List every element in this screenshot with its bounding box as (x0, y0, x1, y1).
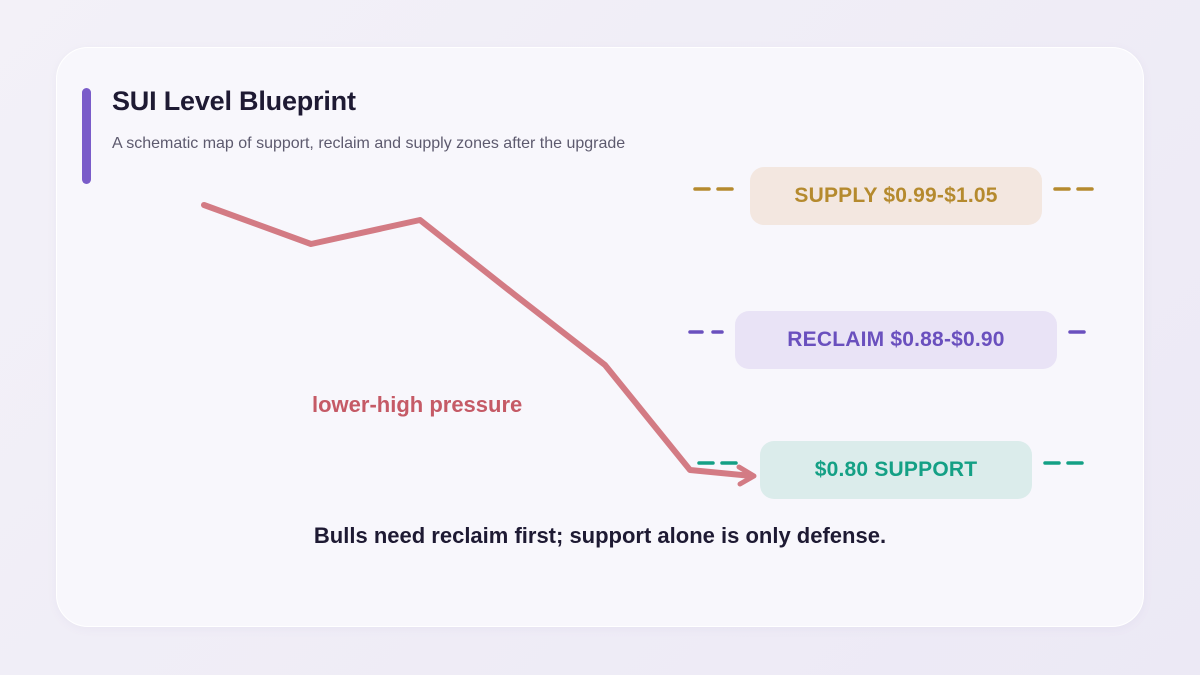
pressure-annotation: lower-high pressure (312, 392, 523, 417)
supply-zone-badge: SUPPLY $0.99-$1.05 (750, 167, 1042, 225)
page-subtitle: A schematic map of support, reclaim and … (112, 135, 626, 152)
support-zone-badge: $0.80 SUPPORT (760, 441, 1032, 499)
reclaim-zone-badge: RECLAIM $0.88-$0.90 (735, 311, 1057, 369)
price-path-line (201, 202, 755, 479)
price-path-arrowhead (736, 464, 757, 487)
title-accent-bar (82, 88, 91, 184)
page-title: SUI Level Blueprint (112, 86, 356, 116)
footer-note: Bulls need reclaim first; support alone … (313, 523, 887, 548)
